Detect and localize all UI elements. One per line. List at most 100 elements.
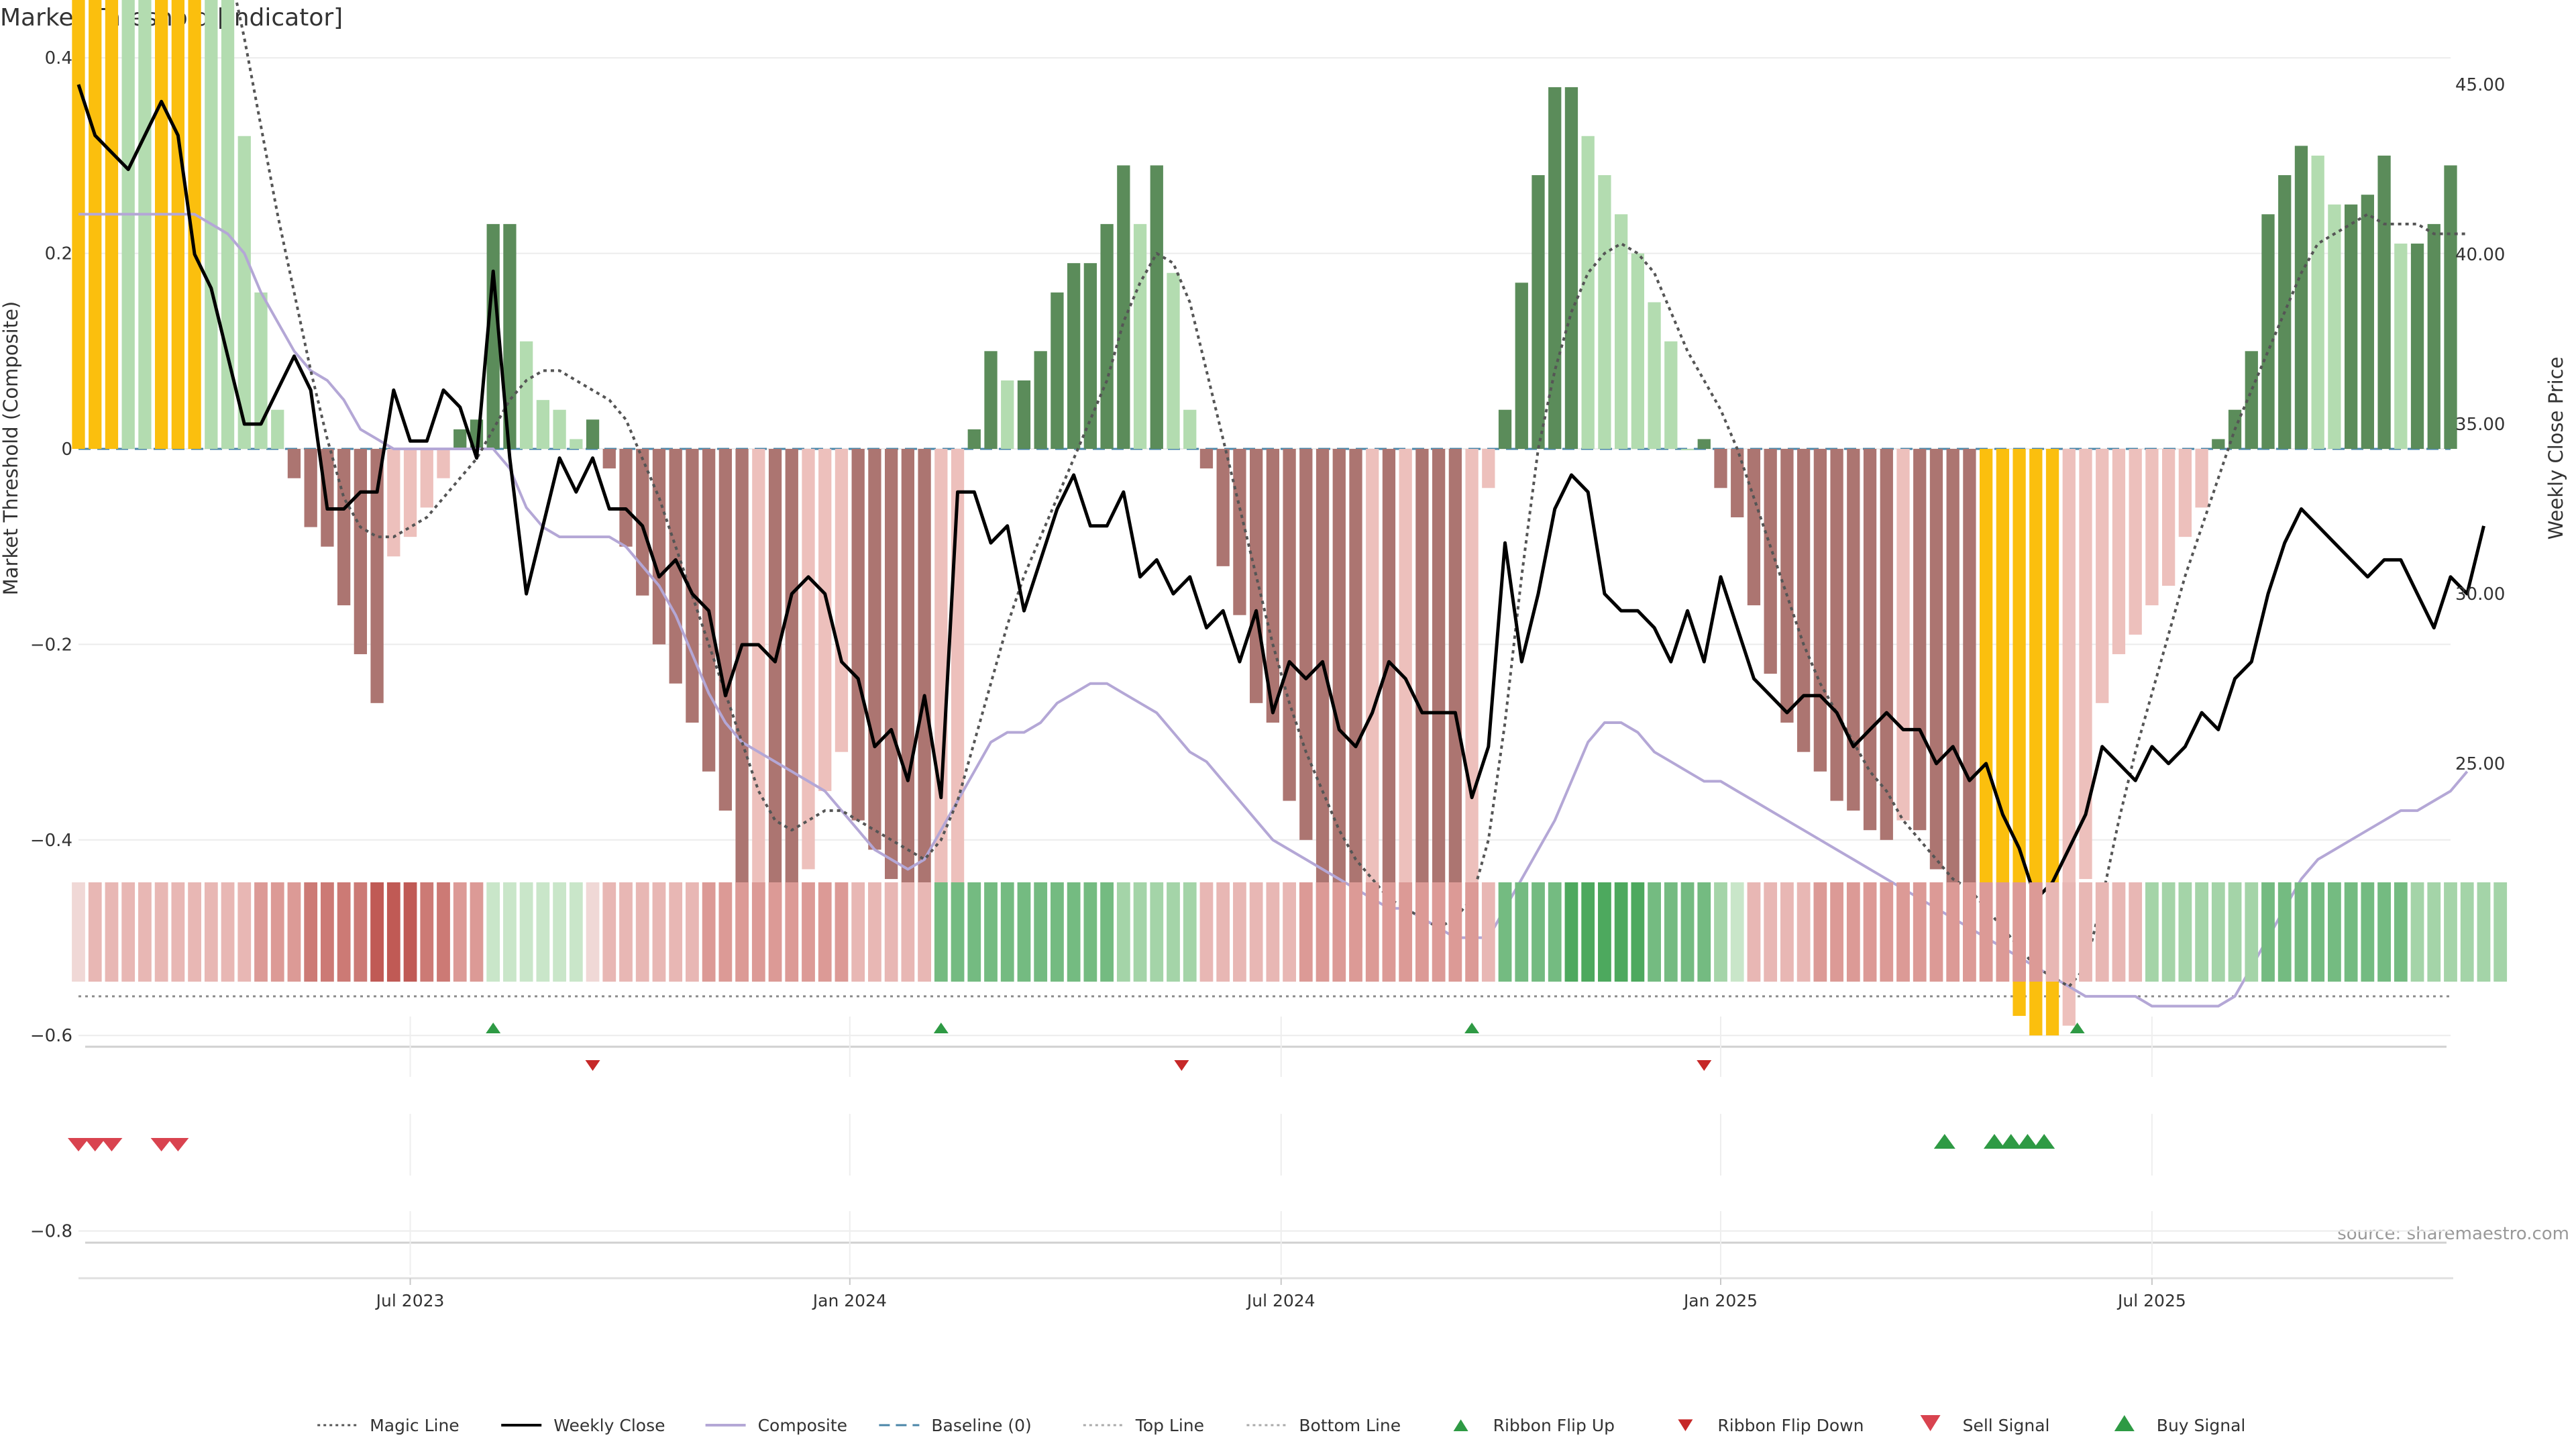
legend-label: Composite xyxy=(758,1416,847,1435)
ribbon-cell xyxy=(171,882,185,982)
ribbon-cell xyxy=(1100,882,1114,982)
composite-bar xyxy=(337,449,351,606)
composite-bar xyxy=(2294,146,2308,449)
buy-signal-marker xyxy=(2000,1134,2022,1149)
y-tick-label: −0.6 xyxy=(30,1026,72,1046)
composite-bar xyxy=(1697,439,1711,449)
ribbon-cell xyxy=(1199,882,1214,982)
ribbon-cell xyxy=(1216,882,1230,982)
composite-bar xyxy=(2245,351,2258,449)
composite-bar xyxy=(2377,155,2391,449)
x-tick-label: Jan 2024 xyxy=(812,1291,887,1310)
ribbon-cell xyxy=(2112,882,2126,982)
ribbon-cell xyxy=(304,882,318,982)
ribbon-flip-up-marker xyxy=(933,1023,949,1033)
ribbon-cell xyxy=(2410,882,2424,982)
composite-bar xyxy=(1929,449,1943,870)
composite-bar xyxy=(1366,449,1379,928)
composite-bar xyxy=(1001,380,1014,449)
composite-bar xyxy=(1963,449,1976,938)
ribbon-cell xyxy=(669,882,683,982)
weekly-close-line xyxy=(76,84,2485,901)
y-tick-label: 0 xyxy=(61,439,72,460)
ribbon-cell xyxy=(1481,882,1495,982)
composite-bar xyxy=(636,449,649,596)
composite-bar xyxy=(1100,223,1114,449)
legend-swatch xyxy=(2114,1415,2135,1431)
composite-bar xyxy=(2427,223,2440,449)
ribbon-cell xyxy=(121,882,136,982)
composite-bar xyxy=(453,429,467,449)
ribbon-cell xyxy=(437,882,450,982)
x-tick-label: Jul 2023 xyxy=(375,1291,445,1310)
composite-bar xyxy=(105,0,119,449)
composite-bar xyxy=(1548,87,1562,449)
composite-bar xyxy=(1664,341,1678,449)
composite-bar xyxy=(1648,302,1661,449)
ribbon-cell xyxy=(1581,882,1595,982)
ribbon-cell xyxy=(1880,882,1894,982)
ribbon-cell xyxy=(785,882,799,982)
ribbon-cell xyxy=(702,882,716,982)
x-tick-label: Jan 2025 xyxy=(1682,1291,1758,1310)
ribbon-cell xyxy=(2029,882,2043,982)
composite-bar xyxy=(619,449,633,547)
x-tick-label: Jul 2025 xyxy=(2116,1291,2186,1310)
ribbon-cell xyxy=(802,882,815,982)
ribbon-cell xyxy=(1913,882,1927,982)
ribbon-cell xyxy=(2427,882,2441,982)
ribbon-cell xyxy=(1283,882,1296,982)
ribbon-cell xyxy=(221,882,235,982)
composite-bar xyxy=(2079,449,2092,880)
composite-bar xyxy=(1498,409,1512,449)
composite-bar xyxy=(1233,449,1246,615)
ribbon-cell xyxy=(270,882,284,982)
composite-bar xyxy=(785,449,798,948)
ribbon-flip-up-marker xyxy=(1464,1023,1480,1033)
composite-bar xyxy=(2410,244,2424,449)
composite-bar xyxy=(1780,449,1794,723)
sell-signal-marker xyxy=(150,1138,172,1151)
ribbon-cell xyxy=(1564,882,1578,982)
legend-item: Ribbon Flip Up xyxy=(1453,1416,1615,1435)
buy-signal-marker xyxy=(1933,1134,1955,1149)
ribbon-cell xyxy=(1067,882,1081,982)
ribbon-cell xyxy=(1299,882,1313,982)
ribbon-cell xyxy=(1167,882,1180,982)
buy-signal-marker xyxy=(2033,1134,2055,1149)
composite-bar xyxy=(2328,204,2341,449)
ribbon-cell xyxy=(2460,882,2474,982)
composite-bar xyxy=(486,223,500,449)
ribbon-cell xyxy=(1183,882,1197,982)
y2-tick-label: 35.00 xyxy=(2455,415,2505,435)
ribbon-cell xyxy=(1349,882,1362,982)
composite-bar xyxy=(420,449,433,508)
legend-label: Magic Line xyxy=(370,1416,460,1435)
ribbon-cell xyxy=(1051,882,1064,982)
composite-bar xyxy=(1813,449,1827,772)
ribbon-cell xyxy=(934,882,948,982)
composite-bar xyxy=(868,449,881,850)
ribbon-cell xyxy=(868,882,881,982)
ribbon-cell xyxy=(1796,882,1811,982)
ribbon-cell xyxy=(1133,882,1147,982)
ribbon-cell xyxy=(1332,882,1346,982)
composite-bar xyxy=(1863,449,1877,831)
ribbon-cell xyxy=(1747,882,1761,982)
ribbon-cell xyxy=(1150,882,1164,982)
ribbon-cell xyxy=(337,882,351,982)
ribbon-cell xyxy=(2261,882,2275,982)
ribbon-flip-down-marker xyxy=(585,1060,600,1071)
ribbon-cell xyxy=(768,882,782,982)
buy-signal-marker xyxy=(1984,1134,2005,1149)
legend-label: Baseline (0) xyxy=(931,1416,1031,1435)
composite-bar xyxy=(2161,449,2176,586)
ribbon-cell xyxy=(1515,882,1529,982)
legend-item: Magic Line xyxy=(317,1416,460,1435)
ribbon-cell xyxy=(718,882,733,982)
composite-bar xyxy=(1880,449,1893,840)
legend-item: Buy Signal xyxy=(2114,1415,2245,1435)
legend-label: Ribbon Flip Down xyxy=(1717,1416,1864,1435)
buy-signal-marker xyxy=(2017,1134,2039,1149)
composite-bar xyxy=(1996,449,2010,977)
